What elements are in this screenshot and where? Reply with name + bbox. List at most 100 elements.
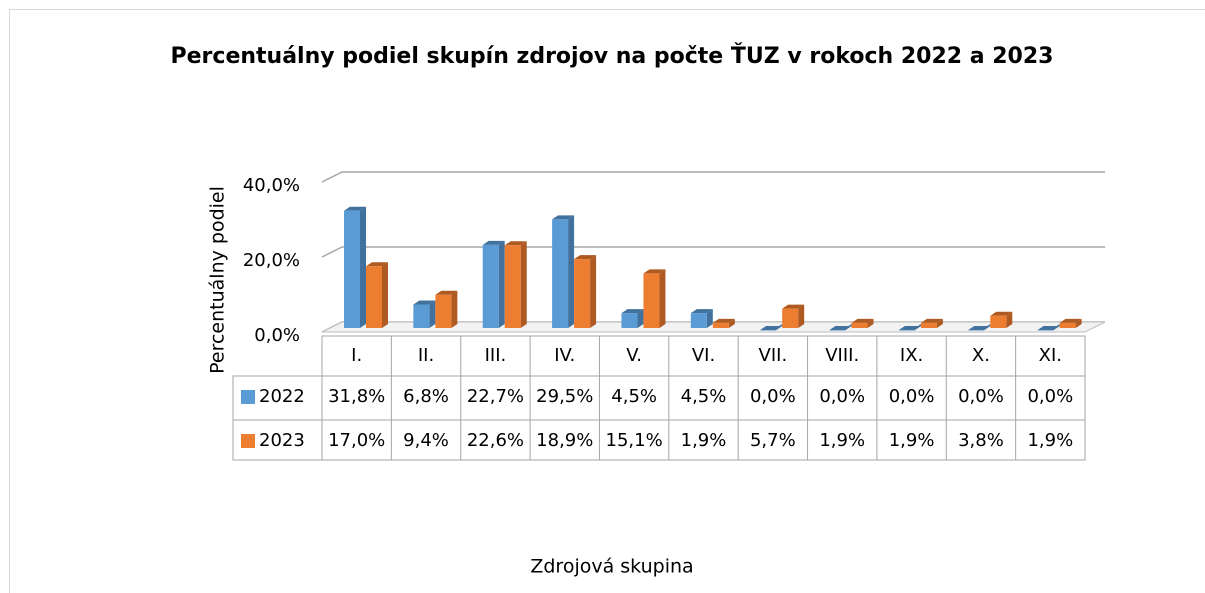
bar: [968, 330, 985, 331]
bar-top: [782, 304, 805, 309]
chart-border: [9, 9, 1205, 593]
bar-top: [574, 255, 597, 260]
x-tick-label: X.: [972, 345, 990, 366]
bar-top: [760, 326, 783, 330]
bar-side: [590, 255, 597, 328]
bar-side: [451, 290, 458, 328]
bar-top: [621, 309, 644, 314]
bar-top: [1037, 326, 1060, 330]
x-tick-label: VII.: [759, 345, 788, 366]
data-label: 0,0%: [958, 386, 1004, 407]
bar-top: [344, 206, 366, 211]
chart-title: Percentuálny podiel skupín zdrojov na po…: [171, 43, 1054, 69]
data-label: 4,5%: [681, 386, 727, 407]
legend-swatch: [241, 390, 255, 404]
data-label: 1,9%: [889, 430, 935, 451]
data-label: 9,4%: [403, 430, 449, 451]
bar-side: [429, 300, 436, 328]
bar: [898, 330, 915, 331]
bar: [690, 313, 707, 328]
bar: [782, 308, 799, 328]
grid-line: [321, 171, 1105, 183]
data-label: 4,5%: [611, 386, 657, 407]
legend-swatch: [241, 434, 255, 448]
bar: [990, 315, 1007, 328]
bar: [760, 330, 777, 331]
data-label: 18,9%: [536, 430, 593, 451]
x-tick-label: IX.: [900, 345, 923, 366]
data-label: 17,0%: [328, 430, 385, 451]
grid-line: [321, 246, 1105, 258]
bar: [829, 330, 846, 331]
y-tick-label: 0,0%: [254, 325, 300, 346]
x-tick-label: VI.: [692, 345, 715, 366]
bar-side: [498, 240, 505, 328]
data-label: 3,8%: [958, 430, 1004, 451]
legend-label: 2022: [259, 386, 305, 407]
bar: [851, 322, 868, 328]
data-label: 31,8%: [328, 386, 385, 407]
bar-top: [829, 326, 852, 330]
bar-top: [690, 309, 713, 314]
bar: [1059, 322, 1076, 328]
bar-top: [920, 318, 943, 323]
bar-side: [659, 269, 666, 328]
y-tick-label: 40,0%: [243, 175, 300, 196]
bar-side: [798, 304, 805, 328]
bar: [435, 294, 452, 328]
bar: [366, 266, 382, 328]
bar-side: [728, 318, 735, 328]
bar-top: [366, 262, 388, 267]
bar-top: [898, 326, 921, 330]
data-label: 1,9%: [1027, 430, 1073, 451]
data-label: 15,1%: [606, 430, 663, 451]
x-tick-label: IV.: [554, 345, 575, 366]
bar-top: [552, 215, 575, 220]
bar-side: [568, 215, 575, 328]
data-label: 0,0%: [1027, 386, 1073, 407]
bar-top: [990, 311, 1013, 316]
data-label: 0,0%: [889, 386, 935, 407]
bar: [920, 322, 937, 328]
bar: [712, 322, 729, 328]
bar-side: [1006, 311, 1013, 328]
x-tick-label: XI.: [1039, 345, 1062, 366]
bar-side: [706, 309, 713, 328]
bar-top: [435, 290, 458, 295]
x-tick-label: III.: [485, 345, 507, 366]
bar-side: [637, 309, 644, 328]
x-axis-label: Zdrojová skupina: [530, 556, 693, 578]
bar: [643, 273, 660, 328]
x-tick-label: VIII.: [825, 345, 859, 366]
data-label: 29,5%: [536, 386, 593, 407]
y-axis-label: Percentuálny podiel: [207, 186, 229, 374]
bar-top: [851, 318, 874, 323]
bar-side: [360, 206, 366, 328]
data-label: 1,9%: [681, 430, 727, 451]
bar-top: [482, 240, 505, 245]
legend-label: 2023: [259, 430, 305, 451]
bar: [552, 219, 569, 328]
data-label: 5,7%: [750, 430, 796, 451]
bar: [504, 245, 521, 328]
bar-side: [382, 262, 388, 328]
bar-top: [1059, 318, 1082, 323]
data-label: 22,7%: [467, 386, 524, 407]
bar-side: [520, 241, 527, 328]
y-tick-label: 20,0%: [243, 250, 300, 271]
data-label: 1,9%: [819, 430, 865, 451]
bar: [621, 313, 638, 328]
x-tick-label: V.: [626, 345, 642, 366]
bar-side: [867, 318, 874, 328]
x-tick-label: II.: [418, 345, 434, 366]
bar: [574, 259, 591, 328]
bar-side: [936, 318, 943, 328]
bar: [482, 244, 499, 328]
bar-top: [643, 269, 666, 274]
bar-side: [1075, 318, 1082, 328]
bar: [344, 210, 360, 328]
data-label: 22,6%: [467, 430, 524, 451]
data-label: 0,0%: [750, 386, 796, 407]
data-label: 0,0%: [819, 386, 865, 407]
